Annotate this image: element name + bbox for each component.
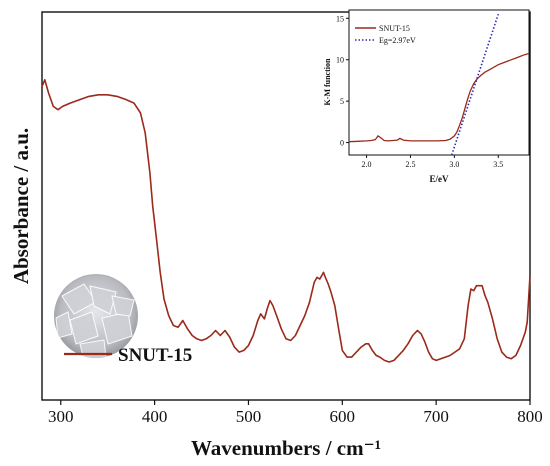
inset-y-tick-label: 15 [336, 14, 344, 23]
inset-series-line-eg-fit [450, 13, 500, 155]
inset-y-tick-label: 10 [336, 56, 344, 65]
inset-x-tick-label: 2.5 [405, 160, 415, 169]
main-x-tick-label: 600 [330, 407, 356, 426]
inset-x-tick-label: 3.5 [493, 160, 503, 169]
inset-y-tick-label: 5 [340, 97, 344, 106]
inset-legend-label-eg: Eg=2.97eV [379, 36, 416, 45]
main-legend-label: SNUT-15 [118, 345, 192, 366]
main-x-tick-label: 500 [236, 407, 262, 426]
main-x-tick-label: 800 [517, 407, 543, 426]
main-series-line-snut15 [41, 79, 531, 363]
inset-x-tick-label: 3.0 [449, 160, 459, 169]
inset-x-axis-title: E/eV [430, 174, 449, 184]
main-legend: SNUT-15 [64, 345, 192, 366]
main-x-axis-ticks: 300 400 500 600 700 800 [48, 400, 543, 426]
main-x-tick-label: 300 [48, 407, 74, 426]
inset-y-axis-title: K-M function [323, 58, 332, 105]
main-x-axis-title: Wavenumbers / cm⁻¹ [191, 436, 381, 460]
inset-x-tick-label: 2.0 [362, 160, 372, 169]
inset-y-tick-label: 0 [340, 139, 344, 148]
main-plot-frame [41, 11, 531, 401]
inset-plot-frame [348, 9, 530, 156]
inset-legend: SNUT-15 Eg=2.97eV [355, 24, 416, 45]
inset-series-line-snut15 [349, 52, 529, 143]
main-x-tick-label: 400 [142, 407, 168, 426]
inset-series-group [349, 13, 529, 155]
main-y-axis-title: Absorbance / a.u. [9, 128, 33, 284]
inset-axis-ticks: 2.0 2.5 3.0 3.5 0 5 10 15 [336, 14, 503, 169]
inset-legend-label-snut15: SNUT-15 [379, 24, 410, 33]
main-series-group [41, 79, 531, 363]
main-x-tick-label: 700 [423, 407, 449, 426]
